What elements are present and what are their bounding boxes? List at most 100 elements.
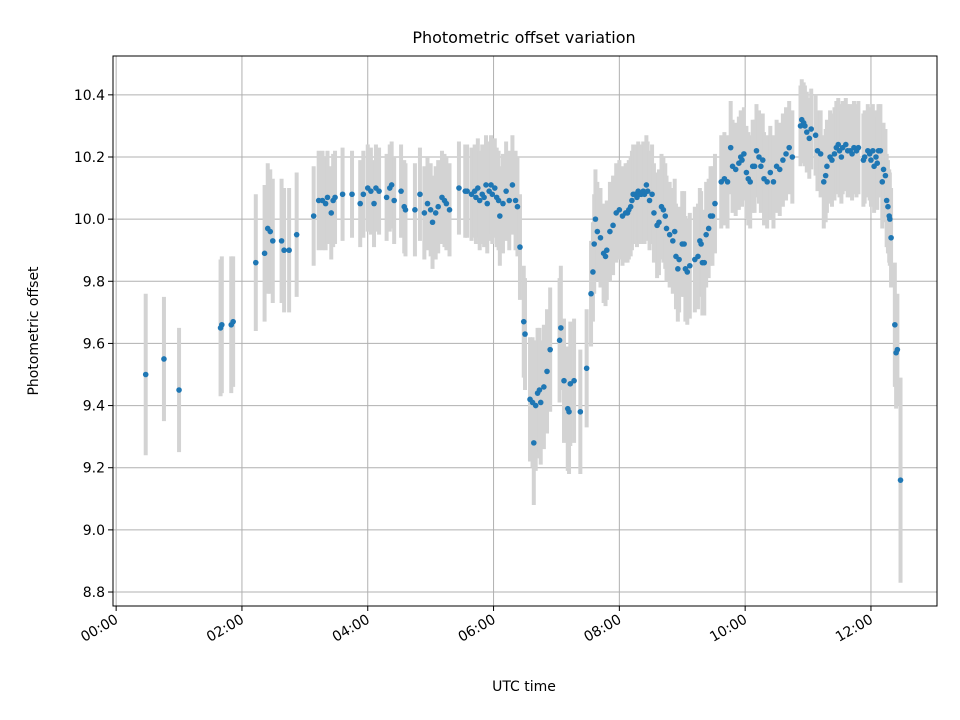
data-point xyxy=(332,194,338,201)
data-point xyxy=(398,188,404,194)
data-point xyxy=(764,179,770,185)
y-tick-label: 9.6 xyxy=(83,336,105,352)
data-point xyxy=(873,154,879,160)
data-point xyxy=(522,331,528,337)
data-point xyxy=(705,225,712,232)
data-point xyxy=(610,222,616,229)
data-point xyxy=(751,163,758,170)
data-point xyxy=(476,197,483,204)
data-point xyxy=(432,210,439,216)
data-point xyxy=(142,371,149,378)
data-point xyxy=(417,191,423,198)
data-point xyxy=(281,247,287,254)
x-tick-label: 00:00 xyxy=(78,612,121,646)
data-point xyxy=(443,200,450,207)
data-point xyxy=(897,477,904,483)
data-point xyxy=(293,231,300,238)
data-point xyxy=(758,163,764,170)
data-point xyxy=(879,179,886,185)
x-tick-label: 02:00 xyxy=(204,612,247,646)
data-point xyxy=(849,151,855,157)
data-point xyxy=(597,234,604,241)
data-point xyxy=(883,197,890,204)
data-point xyxy=(503,188,509,194)
data-point xyxy=(391,197,397,204)
data-point xyxy=(824,163,830,170)
data-point xyxy=(663,225,670,232)
data-point xyxy=(675,266,681,272)
data-point xyxy=(877,147,884,154)
x-tick-label: 06:00 xyxy=(456,612,499,646)
data-point xyxy=(357,200,364,207)
x-tick-label: 12:00 xyxy=(833,612,876,646)
data-point xyxy=(739,157,745,163)
data-point xyxy=(402,207,409,213)
data-point xyxy=(666,231,673,238)
data-point xyxy=(567,381,574,387)
data-point xyxy=(278,238,285,244)
data-point xyxy=(577,408,584,415)
data-point xyxy=(698,241,704,247)
data-point xyxy=(475,185,481,191)
data-point xyxy=(520,318,527,325)
data-point xyxy=(602,253,609,260)
data-point xyxy=(421,210,428,216)
data-point xyxy=(874,160,881,167)
data-point xyxy=(464,188,470,194)
data-point xyxy=(483,182,489,188)
data-point xyxy=(484,200,491,207)
data-point xyxy=(880,166,887,173)
data-point xyxy=(517,244,523,250)
data-point xyxy=(808,126,814,132)
data-point xyxy=(670,238,676,244)
data-point xyxy=(829,157,835,163)
data-point xyxy=(324,194,331,201)
y-axis-label: Photometric offset xyxy=(26,266,42,396)
data-point xyxy=(802,123,808,129)
y-tick-label: 10.4 xyxy=(74,88,105,104)
data-point xyxy=(656,219,662,226)
data-point xyxy=(591,241,597,247)
data-point xyxy=(868,157,874,163)
data-points xyxy=(142,116,904,483)
data-point xyxy=(161,356,167,362)
data-point xyxy=(230,318,236,325)
y-tick-label: 9.8 xyxy=(83,274,105,290)
data-point xyxy=(820,179,827,185)
data-point xyxy=(219,321,225,328)
data-point xyxy=(776,166,783,173)
data-point xyxy=(339,191,346,198)
data-point xyxy=(376,188,382,194)
data-point xyxy=(887,216,893,222)
data-point xyxy=(727,144,734,151)
data-point xyxy=(176,387,182,393)
data-point xyxy=(371,200,377,207)
data-point xyxy=(759,157,766,163)
data-point xyxy=(590,269,596,275)
data-point xyxy=(627,203,634,210)
data-point xyxy=(747,179,753,185)
data-point xyxy=(741,151,747,157)
data-point xyxy=(537,399,544,406)
data-point xyxy=(594,228,601,235)
data-point xyxy=(712,200,718,207)
y-axis-ticks: 8.8 9.0 9.2 9.4 9.6 9.8 10.0 10.2 10.4 xyxy=(74,88,113,601)
data-point xyxy=(789,154,796,160)
data-point xyxy=(701,259,708,266)
data-point xyxy=(855,144,862,151)
data-point xyxy=(607,228,613,235)
data-point xyxy=(644,188,651,194)
data-point xyxy=(556,337,563,344)
data-point xyxy=(894,346,901,353)
x-axis-ticks: 00:00 02:00 04:00 06:00 08:00 10:00 12:00 xyxy=(78,606,876,646)
data-point xyxy=(803,129,810,135)
data-point xyxy=(835,141,842,148)
data-point xyxy=(531,440,537,446)
data-point xyxy=(646,197,653,204)
data-point xyxy=(724,179,731,185)
data-point xyxy=(684,269,691,275)
data-point xyxy=(489,191,496,198)
data-point xyxy=(786,144,792,151)
data-point xyxy=(709,213,716,219)
